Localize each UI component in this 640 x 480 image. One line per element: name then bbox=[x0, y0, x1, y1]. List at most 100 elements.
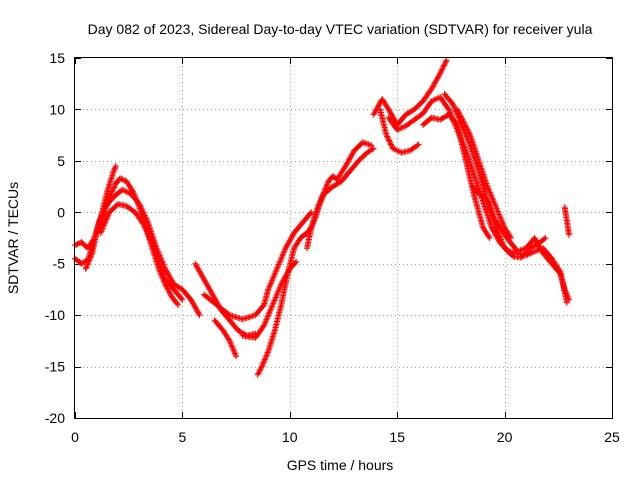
data-point bbox=[121, 177, 127, 184]
y-tick-label: -15 bbox=[45, 359, 65, 375]
data-point bbox=[228, 342, 235, 349]
data-point bbox=[256, 369, 262, 376]
data-point bbox=[415, 141, 422, 148]
x-axis-label: GPS time / hours bbox=[287, 457, 394, 473]
data-point bbox=[261, 356, 268, 363]
grid bbox=[75, 58, 612, 418]
data-point bbox=[563, 299, 570, 306]
data-point bbox=[318, 196, 325, 203]
data-point bbox=[430, 82, 437, 88]
x-tick-label: 5 bbox=[179, 429, 187, 445]
data-point bbox=[430, 83, 436, 90]
data-point bbox=[206, 286, 213, 293]
y-tick-label: 0 bbox=[57, 204, 65, 220]
y-tick-label: -5 bbox=[53, 256, 66, 272]
data-point bbox=[103, 216, 110, 223]
data-point bbox=[433, 76, 440, 83]
data-point bbox=[455, 109, 462, 116]
data-point bbox=[273, 267, 280, 274]
data-point bbox=[225, 336, 232, 343]
data-point bbox=[227, 340, 234, 347]
data-point bbox=[528, 249, 535, 256]
data-point bbox=[119, 186, 126, 193]
data-point bbox=[174, 300, 181, 307]
data-point bbox=[484, 183, 491, 190]
data-point bbox=[95, 219, 102, 226]
data-point bbox=[323, 182, 330, 189]
data-point bbox=[498, 217, 505, 224]
y-tick-label: -20 bbox=[45, 410, 65, 426]
data-point bbox=[319, 193, 326, 200]
data-point bbox=[282, 245, 289, 252]
data-point bbox=[100, 206, 107, 213]
data-point bbox=[107, 191, 114, 198]
data-point bbox=[460, 119, 467, 126]
data-point bbox=[98, 214, 104, 220]
data-point bbox=[192, 260, 199, 267]
data-point bbox=[74, 241, 81, 247]
data-point bbox=[384, 133, 391, 140]
data-point bbox=[267, 307, 274, 314]
data-point bbox=[111, 183, 118, 190]
data-point bbox=[383, 132, 390, 139]
data-point bbox=[143, 227, 150, 234]
data-point bbox=[261, 322, 267, 329]
data-point bbox=[442, 59, 449, 66]
data-point bbox=[490, 198, 497, 205]
data-point bbox=[88, 251, 95, 258]
data-point bbox=[531, 235, 538, 241]
data-point bbox=[264, 349, 271, 356]
data-point bbox=[277, 284, 283, 291]
data-point bbox=[440, 63, 447, 70]
data-point bbox=[542, 235, 549, 241]
y-tick-label: 10 bbox=[49, 101, 65, 117]
series-arc-6 bbox=[200, 209, 315, 323]
data-point bbox=[537, 245, 544, 252]
data-point bbox=[86, 256, 93, 262]
data-point bbox=[439, 66, 446, 73]
data-point bbox=[275, 288, 282, 295]
data-point bbox=[485, 233, 492, 240]
data-point bbox=[388, 142, 395, 149]
data-point bbox=[389, 145, 396, 152]
data-point bbox=[112, 163, 119, 169]
data-point bbox=[196, 312, 203, 319]
data-point bbox=[157, 264, 164, 271]
data-point bbox=[278, 281, 285, 288]
data-point bbox=[99, 209, 106, 216]
data-point bbox=[496, 232, 503, 239]
data-point bbox=[316, 200, 323, 207]
data-point bbox=[119, 176, 126, 183]
data-point bbox=[441, 62, 447, 69]
series-arc-10 bbox=[304, 145, 377, 252]
data-point bbox=[165, 272, 172, 279]
data-point bbox=[532, 236, 539, 243]
data-point bbox=[260, 359, 267, 366]
data-point bbox=[96, 218, 103, 225]
data-point bbox=[279, 252, 286, 259]
tick-labels: 0 5 10 15 20 25 -20 -15 -10 -5 0 5 10 15 bbox=[45, 50, 620, 445]
series-arc-17 bbox=[469, 183, 572, 303]
data-point bbox=[87, 254, 94, 261]
data-point bbox=[487, 205, 494, 212]
data-point bbox=[385, 136, 392, 143]
data-point bbox=[267, 282, 274, 288]
data-point bbox=[385, 106, 392, 113]
data-point bbox=[347, 154, 354, 160]
data-point bbox=[275, 261, 282, 268]
data-point bbox=[210, 294, 217, 301]
data-point bbox=[144, 230, 151, 237]
data-point bbox=[536, 244, 543, 250]
data-point bbox=[208, 290, 215, 297]
data-point bbox=[438, 67, 445, 74]
data-point bbox=[260, 323, 267, 330]
data-point bbox=[269, 303, 275, 310]
x-tick-label: 25 bbox=[604, 429, 620, 445]
data-point bbox=[563, 289, 569, 296]
data-point bbox=[293, 258, 300, 265]
data-point bbox=[192, 304, 199, 311]
y-axis-label: SDTVAR / TECUs bbox=[5, 182, 21, 294]
series-arc-14 bbox=[420, 111, 493, 241]
data-point bbox=[430, 97, 436, 104]
data-point bbox=[254, 371, 261, 378]
